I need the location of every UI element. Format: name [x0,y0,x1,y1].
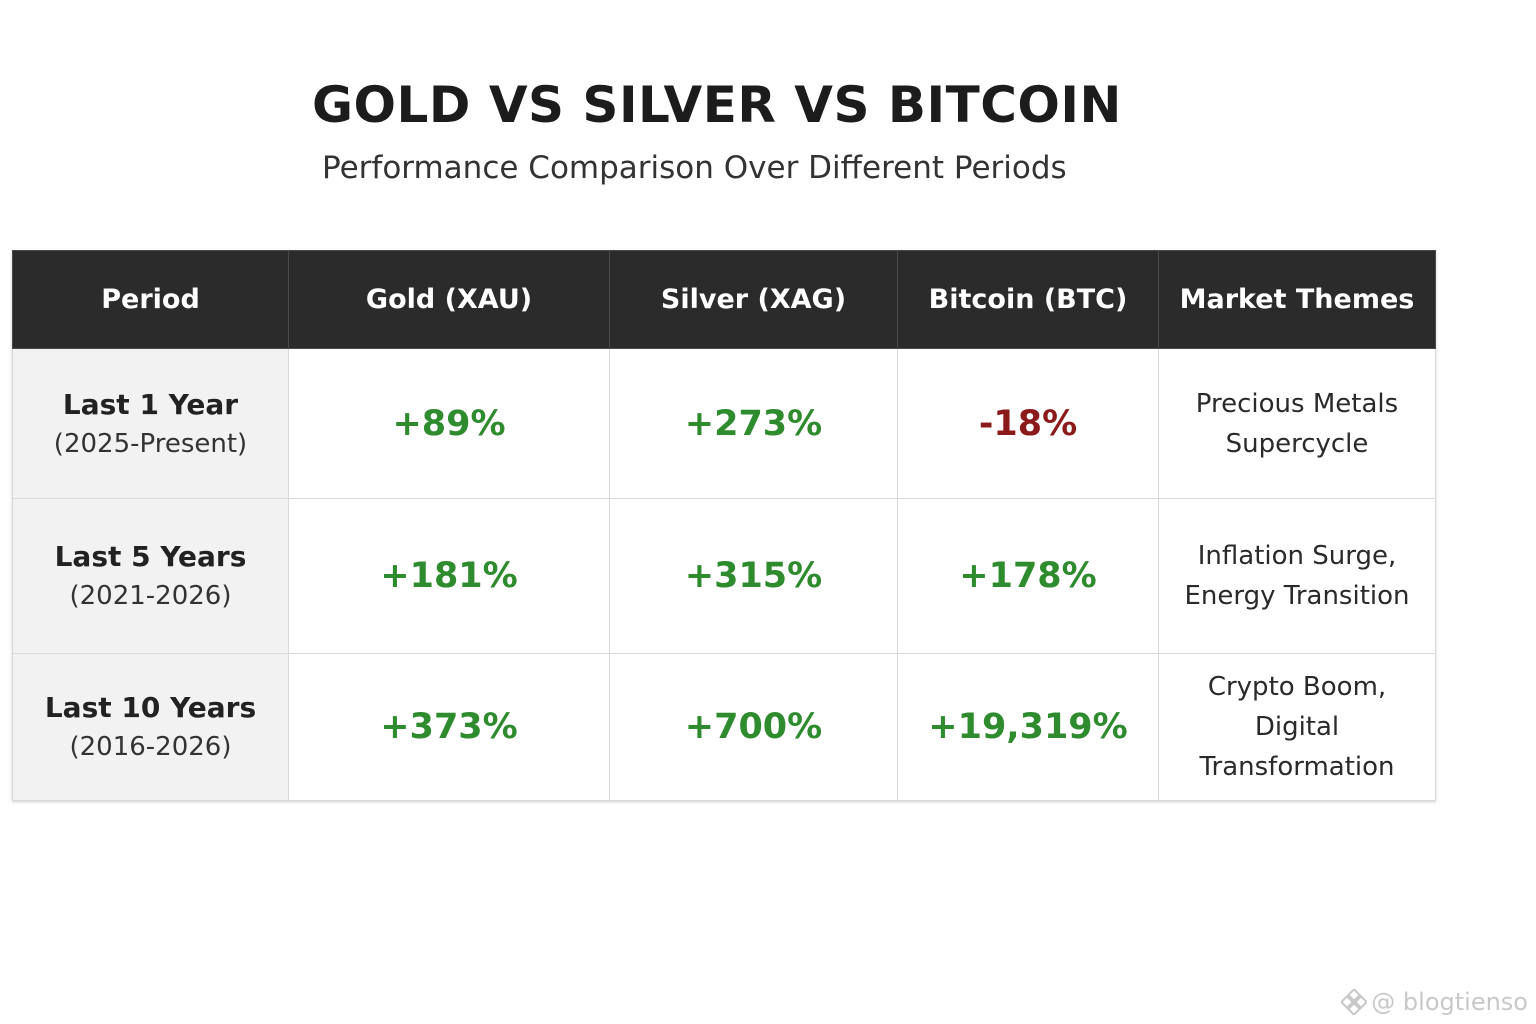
period-label: Last 10 Years [44,691,257,724]
period-range: (2021-2026) [69,581,232,611]
market-theme-line: Supercycle [1225,428,1369,459]
table-row: Last 10 Years (2016-2026) +373% +700% +1… [12,653,1436,801]
chart-subtitle: Performance Comparison Over Different Pe… [322,150,1067,186]
column-header-bitcoin: Bitcoin (BTC) [897,250,1159,349]
market-theme-line: Energy Transition [1184,581,1410,611]
market-themes-cell: Crypto Boom, Digital Transformation [1158,653,1436,801]
bitcoin-value: +19,319% [897,653,1159,801]
table-header-row: Period Gold (XAU) Silver (XAG) Bitcoin (… [12,250,1436,349]
period-cell: Last 5 Years (2021-2026) [12,498,289,654]
period-range: (2016-2026) [69,732,232,762]
market-themes-cell: Inflation Surge, Energy Transition [1158,498,1436,654]
column-header-period: Period [12,250,289,349]
gold-value: +181% [288,498,610,654]
chart-title: GOLD VS SILVER VS BITCOIN [312,76,1122,134]
silver-value: +273% [609,348,898,499]
market-theme-line: Crypto Boom, [1207,672,1387,702]
column-header-gold: Gold (XAU) [288,250,610,349]
market-theme-line: Precious Metals [1195,388,1399,419]
binance-square-icon [1341,989,1368,1015]
table-row: Last 1 Year (2025-Present) +89% +273% -1… [12,348,1436,499]
silver-value: +315% [609,498,898,654]
market-theme-line: Inflation Surge, [1197,541,1397,571]
gold-value: +89% [288,348,610,499]
table-row: Last 5 Years (2021-2026) +181% +315% +17… [12,498,1436,654]
period-cell: Last 1 Year (2025-Present) [12,348,289,499]
watermark-text: @ blogtienso [1371,988,1528,1016]
period-cell: Last 10 Years (2016-2026) [12,653,289,801]
silver-value: +700% [609,653,898,801]
bitcoin-value: -18% [897,348,1159,499]
column-header-silver: Silver (XAG) [609,250,898,349]
period-label: Last 5 Years [54,540,247,573]
comparison-table: Period Gold (XAU) Silver (XAG) Bitcoin (… [12,250,1436,801]
period-label: Last 1 Year [62,387,239,421]
watermark: @ blogtienso [1341,988,1528,1016]
bitcoin-value: +178% [897,498,1159,654]
gold-value: +373% [288,653,610,801]
period-range: (2025-Present) [53,428,248,459]
market-themes-cell: Precious Metals Supercycle [1158,348,1436,499]
market-theme-line: Digital Transformation [1199,712,1395,782]
column-header-themes: Market Themes [1158,250,1436,349]
